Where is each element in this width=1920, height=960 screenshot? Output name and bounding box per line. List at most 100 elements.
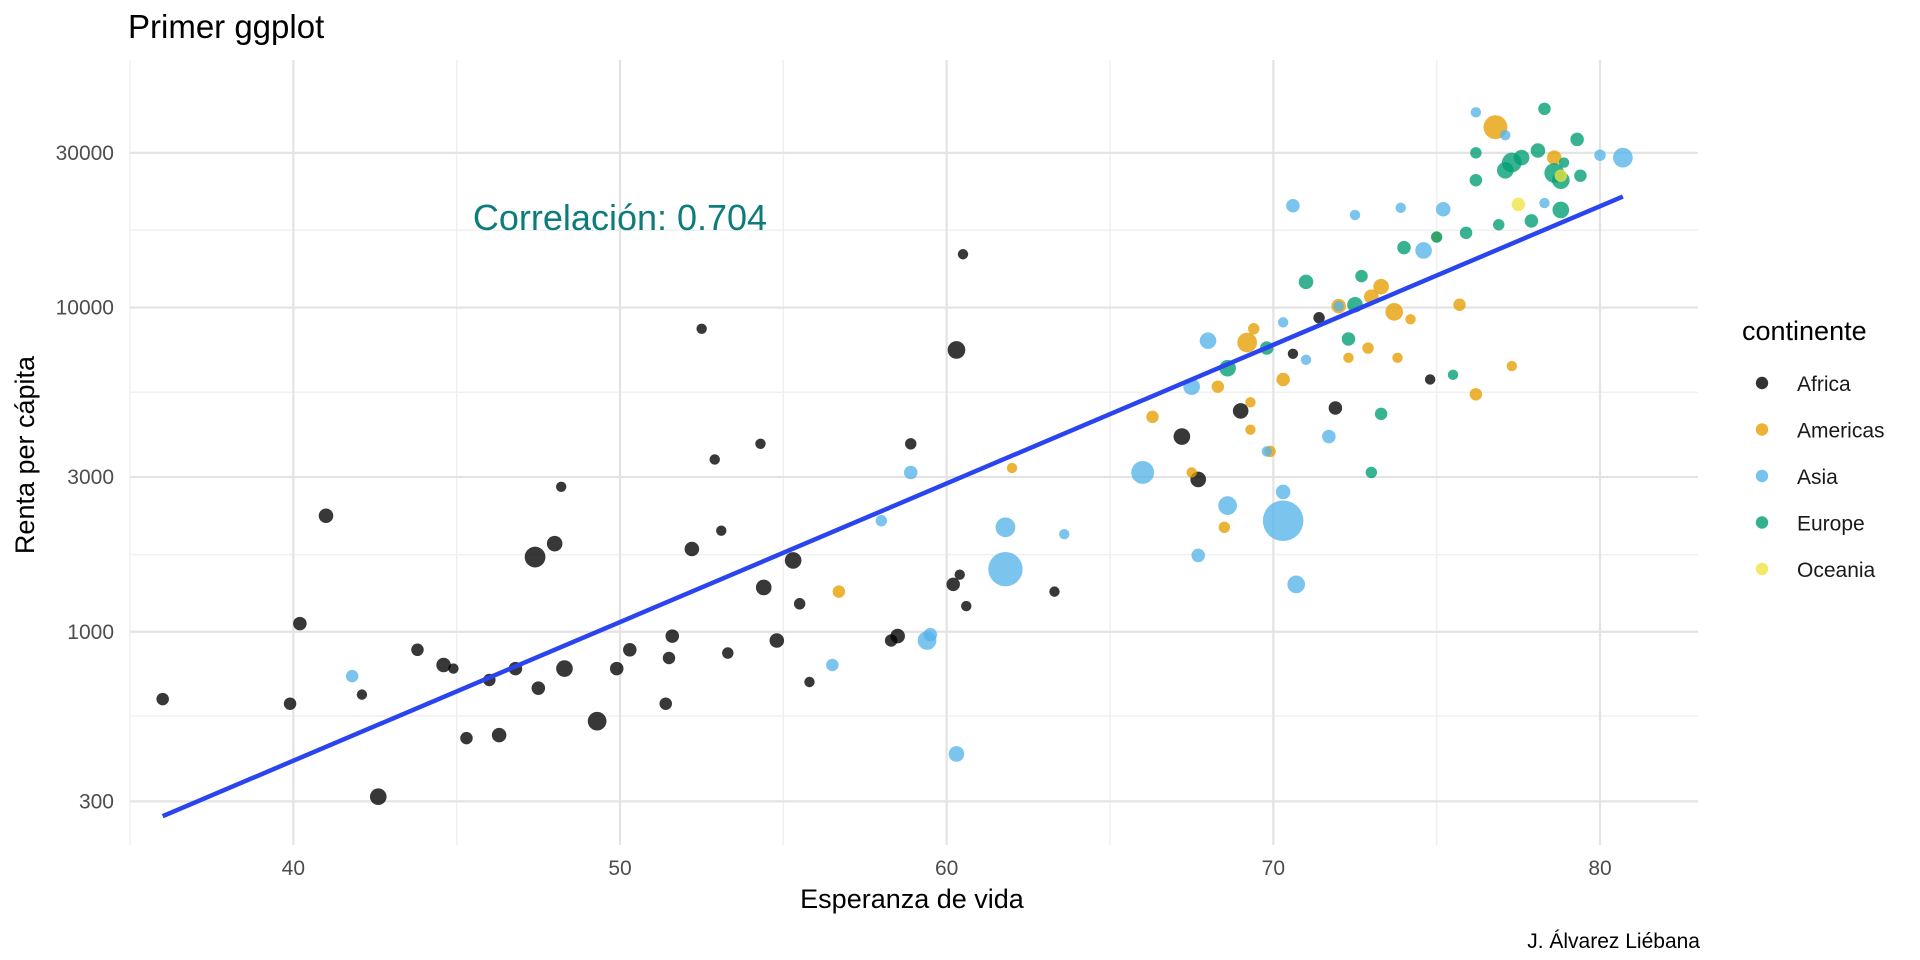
y-tick-label: 300 [79,790,114,813]
data-point-asia [1435,201,1451,217]
data-point-asia [923,627,938,642]
data-point-europe [1493,219,1505,231]
data-point-americas [1373,278,1389,295]
data-point-africa [957,249,969,260]
data-point-americas [1218,521,1231,534]
data-point-africa [684,541,700,557]
data-point-asia [1218,496,1237,515]
legend-key-oceania [1755,562,1769,576]
correlation-annotation: Correlación: 0.704 [473,197,767,238]
x-tick-labels: 40 50 60 70 80 [282,857,1612,880]
x-tick-label: 70 [1262,857,1285,880]
data-point-africa [696,323,707,334]
data-point-asia [1287,575,1306,594]
data-point-asia [1300,354,1312,365]
data-point-europe [1365,466,1378,479]
y-axis-title: Renta per cápita [10,355,40,554]
data-point-americas [1237,332,1258,353]
data-point-africa [1049,586,1060,597]
legend-key-europe [1755,516,1769,529]
data-point-asia [1191,548,1205,563]
data-point-europe [1513,149,1530,166]
minor-gridlines [129,60,1698,845]
legend-label-europe: Europe [1797,513,1865,536]
legend-title: continente [1742,316,1867,346]
chart-title: Primer ggplot [128,8,324,45]
data-point-americas [1186,467,1197,478]
data-point-europe [1469,173,1483,187]
data-point-africa [460,731,473,745]
data-point-americas [1211,380,1225,393]
legend-label-americas: Americas [1797,420,1885,443]
data-point-asia [1594,149,1606,161]
data-point-americas [1405,314,1416,325]
data-point-asia [1415,242,1432,259]
data-point-africa [946,577,960,592]
data-point-americas [1392,352,1403,363]
data-point-europe [1341,332,1356,346]
data-point-europe [1538,102,1551,116]
data-point-africa [623,643,637,657]
data-point-africa [448,663,459,674]
data-point-europe [1355,269,1368,283]
data-point-africa [546,535,563,552]
data-point-africa [1424,374,1436,385]
data-point-africa [556,481,567,492]
data-points [156,102,1633,806]
data-point-europe [1552,201,1570,219]
data-point-europe [1558,157,1570,168]
legend-key-asia [1755,469,1769,483]
data-point-africa [769,633,785,648]
data-point-asia [988,552,1023,587]
data-point-africa [531,681,546,695]
data-point-africa [491,727,507,743]
y-tick-label: 1000 [67,621,114,644]
data-point-africa [890,628,905,644]
legend-items: Africa Americas Asia Europe Oceania [1755,373,1885,582]
data-point-africa [709,454,720,465]
data-point-asia [948,746,965,762]
data-point-africa [587,711,607,731]
legend: continente Africa Americas Asia Europe Ocean… [1742,316,1885,582]
data-point-africa [662,651,676,665]
data-point-africa [716,525,727,536]
legend-key-americas [1755,423,1769,436]
data-point-americas [1146,410,1159,424]
data-point-asia [1059,528,1070,540]
data-point-africa [1173,428,1191,445]
y-tick-label: 30000 [56,142,114,165]
data-point-europe [1298,274,1314,290]
data-point-asia [1131,461,1155,484]
data-point-europe [1447,369,1459,381]
data-point-africa [524,546,546,568]
data-point-americas [1546,150,1562,165]
major-gridlines [130,60,1698,845]
data-point-africa [318,508,334,524]
data-point-americas [1385,302,1404,321]
data-point-americas [1362,342,1374,354]
data-point-africa [369,788,387,806]
caption: J. Álvarez Liébana [1527,930,1700,953]
data-point-americas [1506,360,1518,372]
data-point-americas [1469,388,1483,401]
x-tick-label: 60 [935,857,958,880]
data-point-americas [1248,323,1260,335]
data-point-americas [1343,352,1354,363]
data-point-africa [755,438,766,449]
data-point-asia [1261,446,1273,457]
data-point-africa [954,569,965,580]
data-point-americas [1276,372,1290,387]
data-point-africa [1313,312,1325,324]
data-point-europe [1430,231,1443,243]
y-tick-label: 3000 [67,466,114,489]
data-point-africa [722,647,734,659]
data-point-asia [1333,300,1344,312]
data-point-americas [1453,298,1466,311]
data-point-africa [283,697,297,710]
data-point-africa [784,552,802,569]
data-point-africa [293,616,307,631]
data-point-americas [832,585,846,598]
data-point-americas [1245,424,1256,435]
x-tick-label: 50 [608,857,631,880]
